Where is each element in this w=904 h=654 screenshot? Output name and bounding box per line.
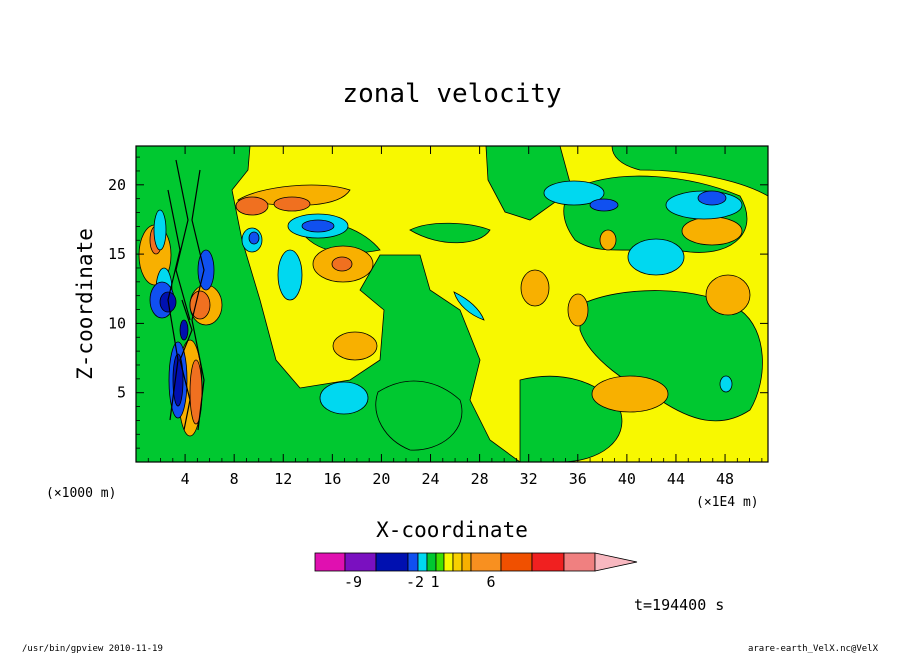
colorbar-segment — [443, 552, 454, 572]
y-tick-label: 10 — [108, 314, 126, 332]
x-tick-label: 36 — [569, 470, 587, 488]
x-tick-label: 24 — [421, 470, 439, 488]
colorbar-segment — [375, 552, 409, 572]
x-tick-label: 32 — [520, 470, 538, 488]
colorbar-tick-label: 6 — [486, 573, 495, 591]
x-tick-label: 20 — [372, 470, 390, 488]
x-tick-label: 12 — [274, 470, 292, 488]
y-unit-label: (×1000 m) — [46, 486, 116, 501]
colorbar-segment — [452, 552, 463, 572]
field-orange — [138, 184, 751, 437]
y-tick-label: 20 — [108, 176, 126, 194]
x-tick-label: 4 — [181, 470, 190, 488]
x-tick-label: 28 — [471, 470, 489, 488]
colorbar-segment — [500, 552, 533, 572]
y-axis-label: Z-coordinate — [73, 228, 97, 380]
colorbar-segment — [470, 552, 502, 572]
x-tick-label: 8 — [230, 470, 239, 488]
x-unit-label: (×1E4 m) — [696, 495, 759, 510]
y-axis: 5 10 15 20 — [108, 156, 768, 449]
colorbar-segment — [435, 552, 445, 572]
colorbar: -9 -2 1 6 — [314, 552, 638, 591]
chart-title: zonal velocity — [342, 79, 561, 109]
contour-field — [136, 146, 768, 462]
colorbar-segment — [461, 552, 472, 572]
x-axis-label: X-coordinate — [376, 518, 528, 542]
colorbar-segment — [426, 552, 437, 572]
footer-left: /usr/bin/gpview 2010-11-19 — [22, 644, 163, 654]
x-tick-label: 44 — [667, 470, 685, 488]
colorbar-segment — [563, 552, 596, 572]
plot-area — [135, 145, 769, 463]
footer-right: arare-earth_VelX.nc@VelX — [748, 644, 879, 654]
colorbar-segment — [344, 552, 377, 572]
x-tick-label: 48 — [716, 470, 734, 488]
colorbar-tick-label: -9 — [344, 573, 362, 591]
colorbar-tick-label: 1 — [430, 573, 439, 591]
x-axis: 4 8 12 16 20 24 28 32 36 40 44 48 — [147, 146, 763, 488]
x-tick-label: 16 — [323, 470, 341, 488]
time-label: t=194400 s — [634, 596, 724, 614]
y-tick-label: 15 — [108, 245, 126, 263]
y-tick-label: 5 — [117, 384, 126, 402]
plot-frame — [135, 145, 769, 463]
colorbar-tick-label: -2 — [406, 573, 424, 591]
field-core-lines — [167, 159, 205, 431]
colorbar-segment — [417, 552, 428, 572]
colorbar-extend-arrow — [594, 552, 638, 572]
colorbar-segment — [314, 552, 346, 572]
colorbar-segment — [407, 552, 419, 572]
colorbar-segment — [531, 552, 565, 572]
x-tick-label: 40 — [618, 470, 636, 488]
